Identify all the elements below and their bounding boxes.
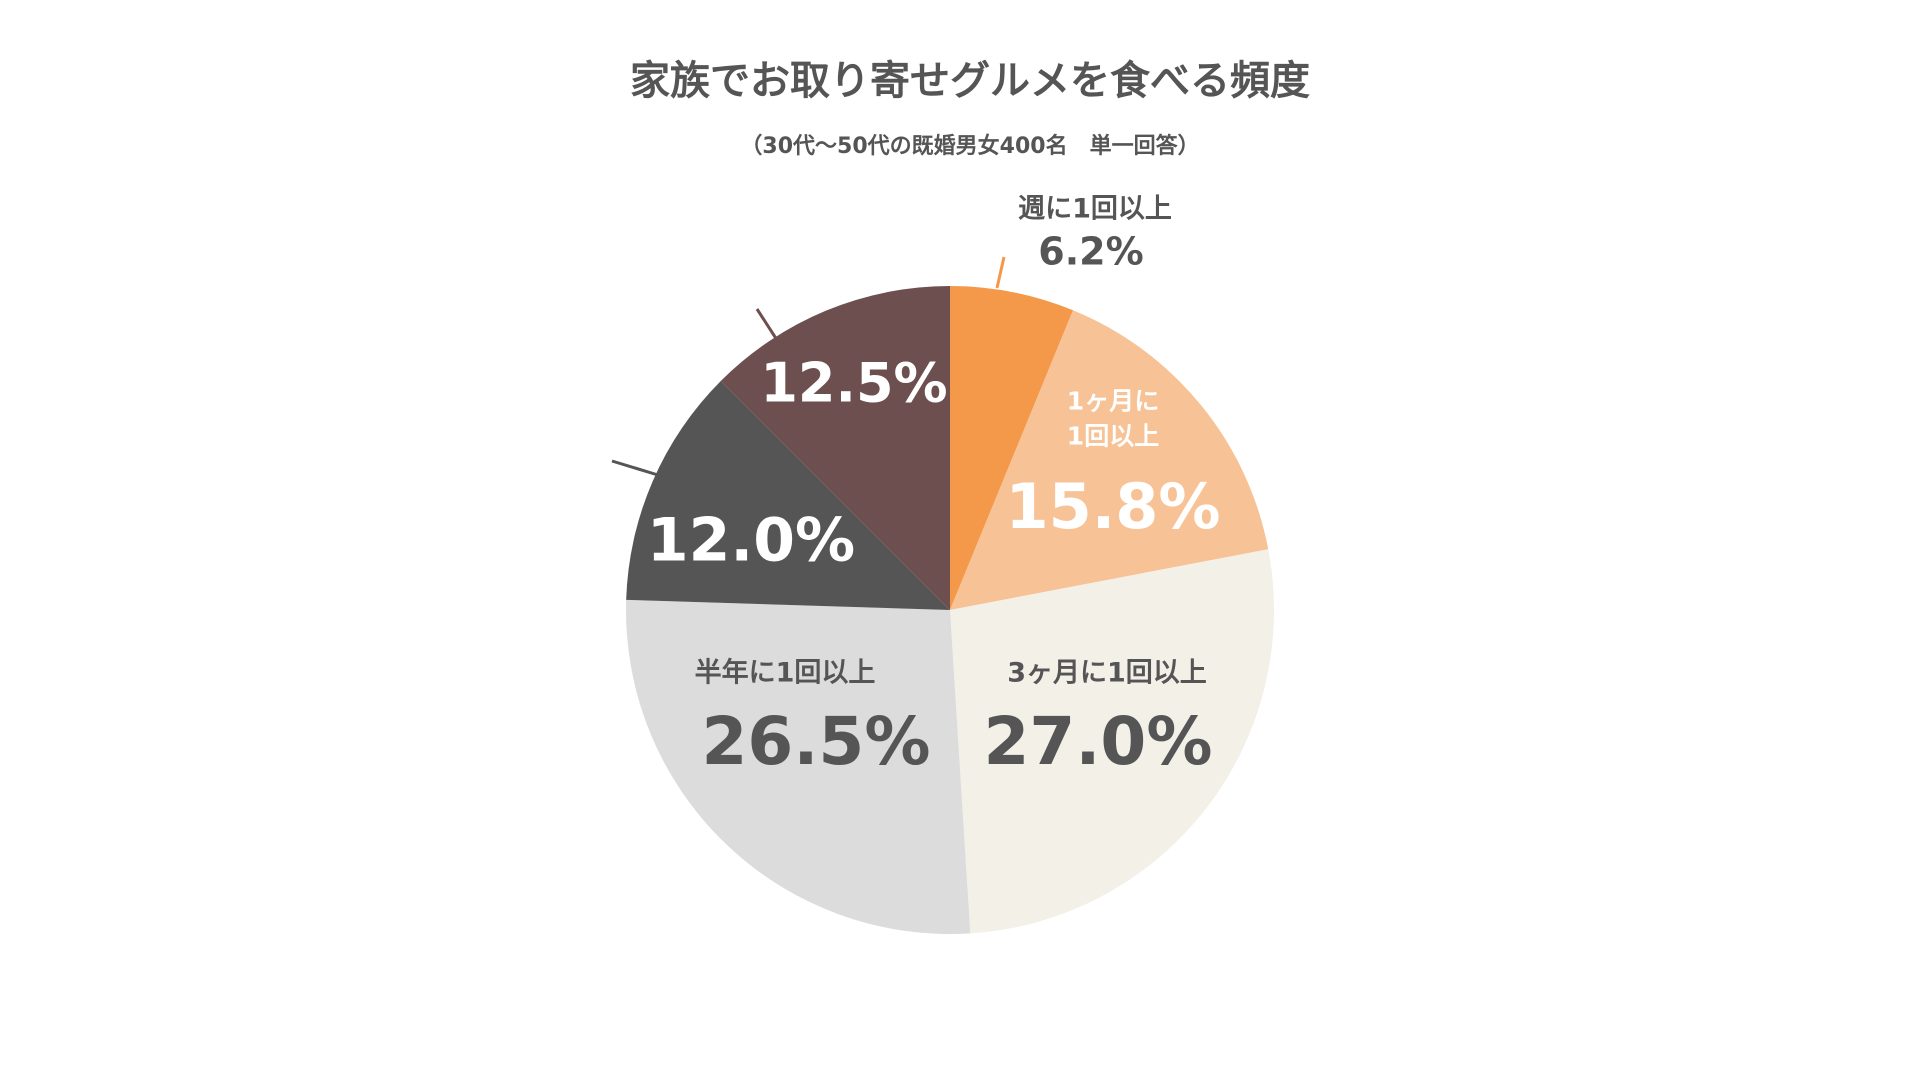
value-label: 6.2% — [1038, 230, 1143, 274]
category-label: 半年に1回以上 — [695, 657, 876, 689]
leader-line — [755, 308, 779, 341]
category-label: 年に1回未満 — [647, 269, 801, 301]
chart-title: 家族でお取り寄せグルメを食べる頻度 — [630, 58, 1310, 104]
chart-subtitle: （30代〜50代の既婚男女400名 単一回答） — [740, 133, 1199, 159]
leader-line — [995, 256, 1006, 289]
category-label: 3ヶ月に1回以上 — [1007, 658, 1207, 689]
value-label: 12.5% — [760, 352, 947, 415]
value-label: 26.5% — [702, 703, 931, 780]
category-label: 週に1回以上 — [1018, 194, 1172, 225]
leader-line — [611, 459, 659, 477]
pie-slice — [950, 286, 1074, 610]
pie-slice — [626, 599, 971, 934]
pie-slice — [950, 310, 1269, 610]
value-label: 27.0% — [984, 703, 1213, 780]
value-label: 12.0% — [647, 506, 855, 576]
category-label: 1ヶ月に 1回以上 — [1067, 387, 1159, 451]
pie-slice — [626, 380, 950, 610]
pie — [626, 286, 1275, 934]
pie-slice — [720, 286, 950, 610]
pie-slice — [950, 549, 1275, 934]
category-label: 年に1回以上 — [430, 432, 584, 464]
value-label: 15.8% — [1005, 470, 1220, 543]
